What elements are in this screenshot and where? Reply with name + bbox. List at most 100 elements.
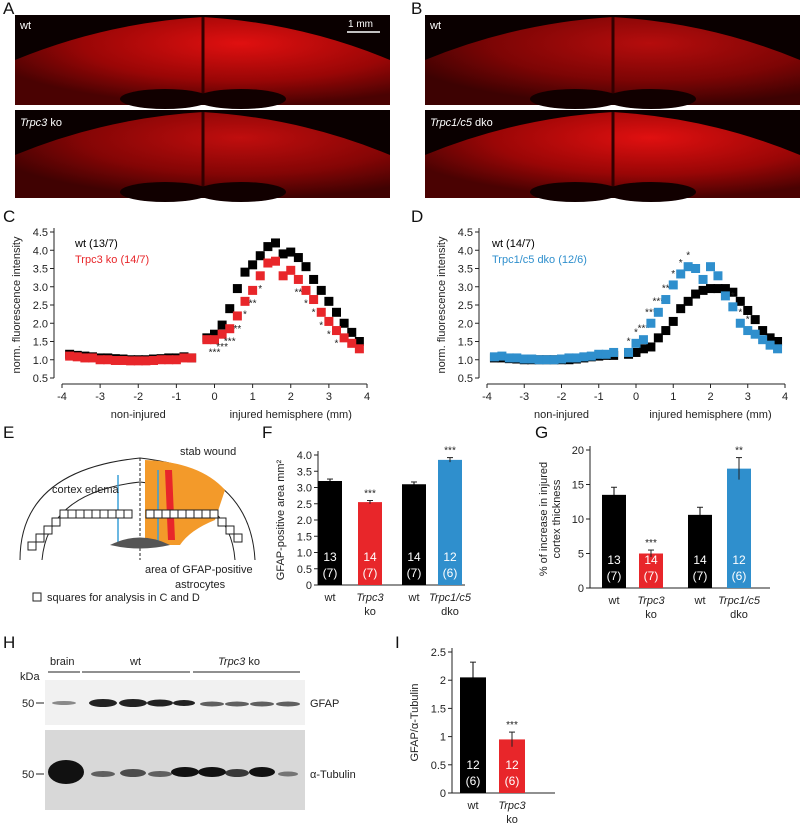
n-label: 12 <box>466 758 480 772</box>
micrograph: Trpc1/c5 dko <box>425 110 800 202</box>
data-point <box>263 242 273 252</box>
x-tick-label: wt <box>324 592 336 604</box>
data-point <box>750 329 760 339</box>
x-tick-label: -1 <box>171 391 181 403</box>
panel-label: F <box>262 423 272 442</box>
y-tick-label: 4.5 <box>33 227 48 239</box>
significance: * <box>258 284 262 295</box>
data-point <box>579 352 589 362</box>
y-tick-label: 1.5 <box>431 703 446 715</box>
data-point <box>676 304 686 314</box>
y-tick-label: 4.5 <box>458 227 473 239</box>
data-point <box>601 349 611 359</box>
animal-label: (7) <box>407 566 422 580</box>
y-tick-label: 2 <box>440 675 446 687</box>
data-point <box>309 274 319 284</box>
data-point <box>773 337 783 346</box>
y-axis-label: GFAP/α-Tubulin <box>409 683 421 761</box>
significance: *** <box>653 296 665 307</box>
n-label: 14 <box>363 550 377 564</box>
significance: *** <box>645 307 657 318</box>
data-point <box>110 355 120 365</box>
y-tick-label: 3.0 <box>458 282 473 294</box>
data-point <box>354 337 364 346</box>
data-point <box>278 271 288 281</box>
data-point <box>698 285 708 295</box>
data-point <box>225 324 235 334</box>
data-point <box>504 353 514 363</box>
animal-label: (6) <box>732 569 747 583</box>
y-axis-label: % of increase in injured <box>538 462 550 576</box>
schematic-label: astrocytes <box>175 579 226 591</box>
y-tick-label: 2.0 <box>33 318 48 330</box>
western-blot: kDa brain wt Trpc3 ko 50 GFAP 50 α-Tubul… <box>20 656 356 810</box>
data-point <box>706 284 715 294</box>
schematic-label: area of GFAP-positive <box>145 564 253 576</box>
schematic: cortex edema stab wound area of GFAP-pos… <box>19 446 256 604</box>
significance: * <box>679 258 683 269</box>
micrograph: wt <box>425 15 800 109</box>
y-tick-label: 0.5 <box>297 564 312 576</box>
data-point <box>765 340 775 350</box>
data-point <box>631 338 641 348</box>
data-point <box>557 354 566 364</box>
significance: *** <box>506 720 518 731</box>
data-point <box>187 353 197 363</box>
y-tick-label: 5 <box>578 549 584 561</box>
x-tick-label: -2 <box>557 391 567 403</box>
band-label: α-Tubulin <box>310 769 356 781</box>
panel-label: C <box>3 207 15 226</box>
data-point <box>332 307 341 317</box>
animal-label: (6) <box>443 566 458 580</box>
significance: * <box>671 269 675 280</box>
y-tick-label: 1.5 <box>297 531 312 543</box>
data-point <box>293 274 303 284</box>
bar <box>460 677 486 793</box>
data-point <box>286 247 296 257</box>
data-point <box>271 256 280 266</box>
n-label: 13 <box>607 553 621 567</box>
x-tick-label: wt <box>467 800 479 812</box>
data-point <box>217 329 227 339</box>
data-point <box>549 355 559 365</box>
y-tick-label: 0.5 <box>431 760 446 772</box>
data-point <box>255 271 265 281</box>
data-point <box>676 269 686 279</box>
data-point <box>683 262 693 272</box>
n-label: 14 <box>644 553 658 567</box>
data-point <box>240 296 250 306</box>
data-point <box>210 329 219 339</box>
data-point <box>661 326 671 336</box>
significance: *** <box>638 324 650 335</box>
data-point <box>661 295 671 305</box>
image-label: Trpc3 ko <box>20 117 62 129</box>
panel-label: D <box>411 207 423 226</box>
data-point <box>743 305 753 315</box>
significance: *** <box>364 489 376 500</box>
x-tick-label: wt <box>408 592 420 604</box>
y-axis-label: GFAP-positive area mm² <box>275 459 287 580</box>
data-point <box>171 355 181 365</box>
x-tick-label: Trpc3 <box>637 595 665 607</box>
y-tick-label: 2.0 <box>458 318 473 330</box>
data-point <box>758 326 768 336</box>
data-point <box>728 302 738 312</box>
significance: ** <box>294 287 302 298</box>
y-tick-label: 3.5 <box>33 264 48 276</box>
x-tick-label: Trpc1/c5 <box>718 595 761 607</box>
significance: * <box>634 327 638 338</box>
data-point <box>728 287 738 297</box>
significance: * <box>327 329 331 340</box>
y-tick-label: 4.0 <box>458 245 473 257</box>
data-point <box>713 271 723 281</box>
data-point <box>720 284 730 294</box>
significance: ** <box>735 446 743 457</box>
data-point <box>80 353 90 363</box>
data-point <box>301 285 311 295</box>
data-point <box>758 335 768 345</box>
x-tick-label: 1 <box>250 391 256 403</box>
data-point <box>713 284 723 294</box>
significance: * <box>319 320 323 331</box>
data-point <box>594 349 604 359</box>
